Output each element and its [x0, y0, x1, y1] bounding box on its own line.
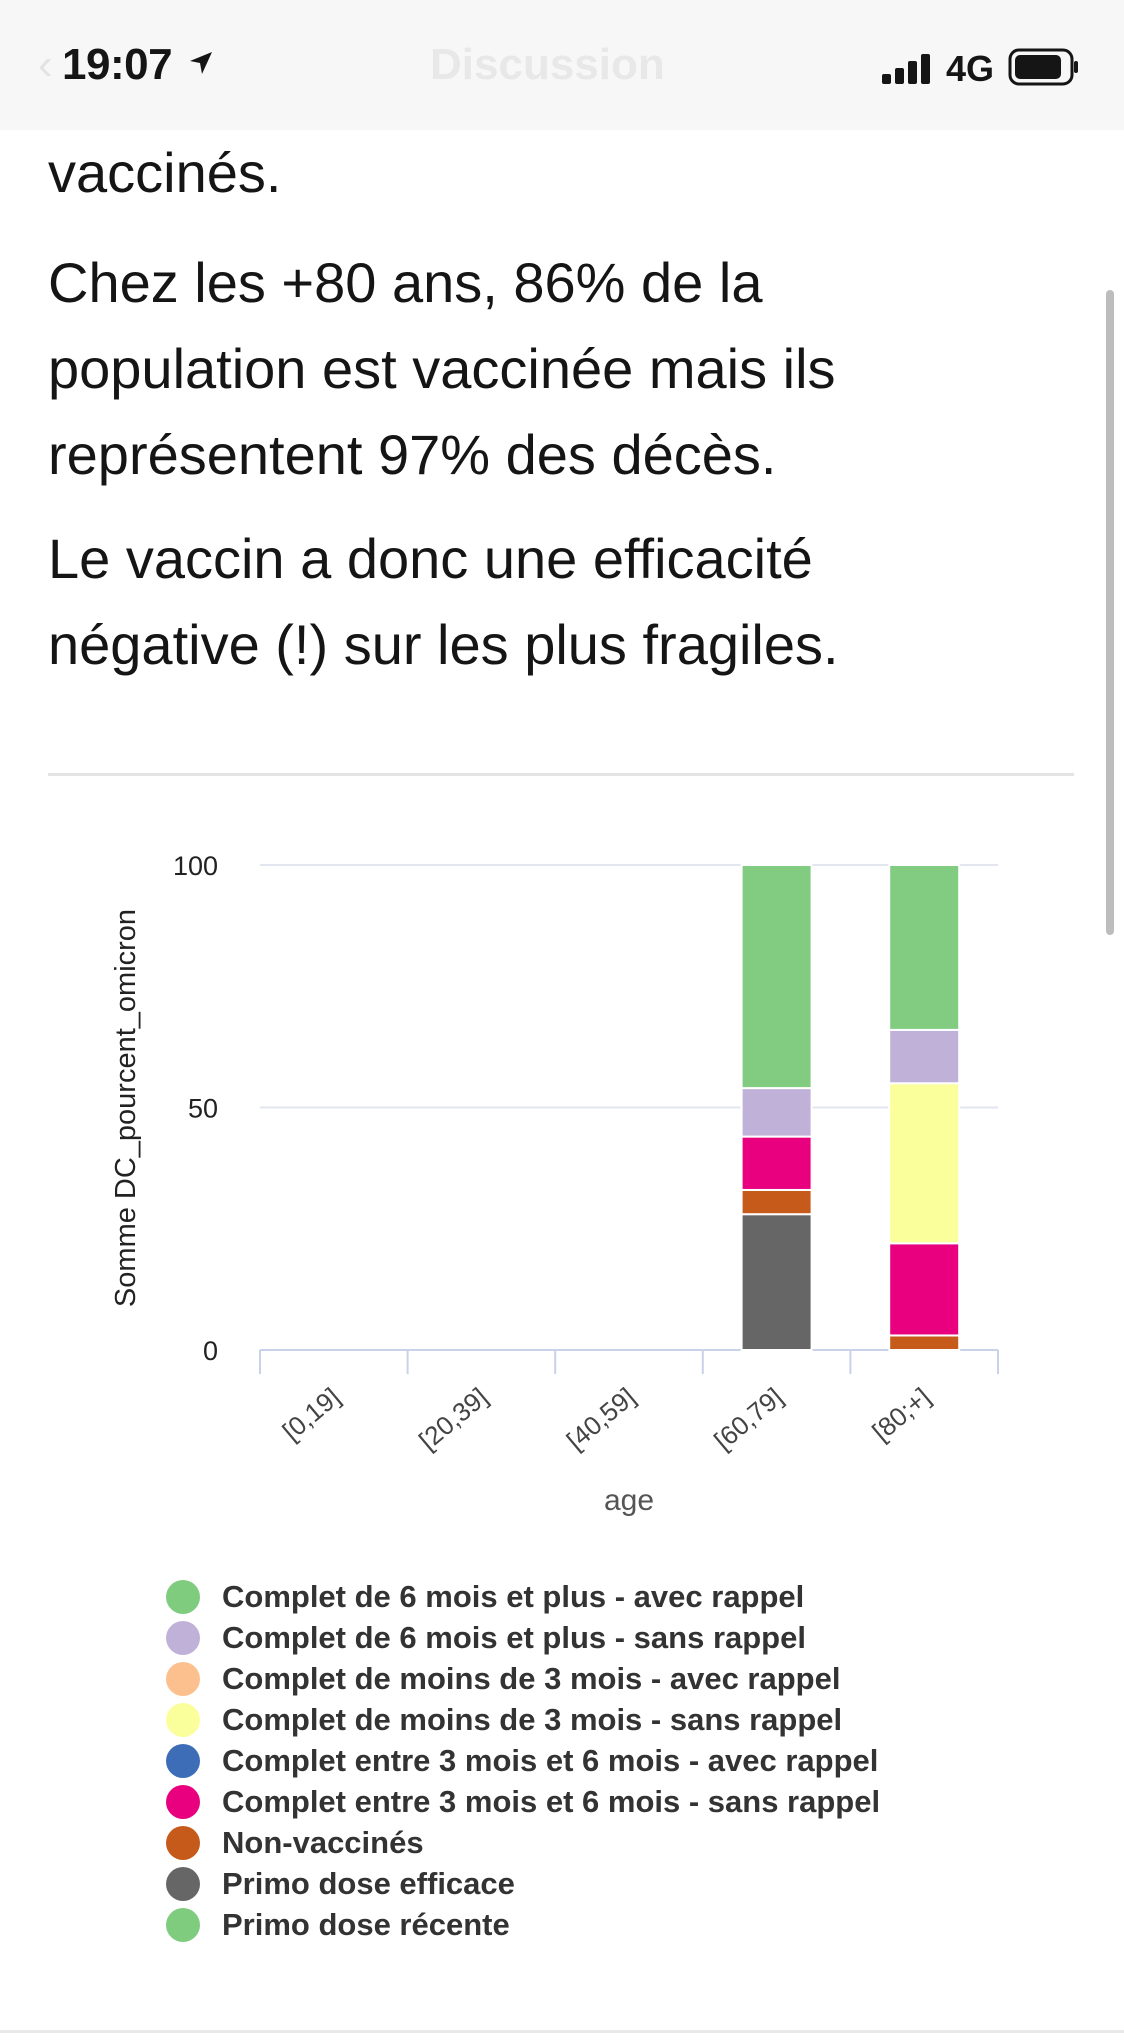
legend-label: Complet entre 3 mois et 6 mois - avec ra…	[222, 1742, 879, 1778]
legend-swatch	[166, 1620, 200, 1655]
bar-segment	[740, 1188, 813, 1216]
legend-swatch	[166, 1579, 200, 1614]
location-arrow-icon	[190, 52, 212, 74]
legend-item: Complet entre 3 mois et 6 mois - avec ra…	[166, 1740, 880, 1781]
legend-item: Primo dose récente	[166, 1904, 880, 1945]
x-tick-label: [60,79]	[708, 1382, 788, 1456]
x-axis-title: age	[604, 1484, 654, 1517]
legend-label: Non-vaccinés	[222, 1824, 424, 1860]
legend-item: Complet de 6 mois et plus - avec rappel	[166, 1576, 880, 1617]
y-axis-title: Somme DC_pourcent_omicron	[110, 909, 142, 1307]
legend-swatch	[166, 1907, 200, 1942]
status-bar: ‹ 19:07 Discussion 4G	[0, 0, 1124, 130]
legend-swatch	[166, 1702, 200, 1737]
tweet-text-fragment: vaccinés.	[48, 141, 282, 204]
signal-icon	[882, 54, 930, 84]
bar-segment	[740, 1087, 813, 1138]
chevron-left-icon[interactable]: ‹	[38, 40, 53, 89]
legend-swatch	[166, 1784, 200, 1819]
chart-legend: Complet de 6 mois et plus - avec rappel C…	[166, 1576, 880, 1945]
scrollbar[interactable]	[1106, 290, 1114, 935]
legend-item: Complet de moins de 3 mois - avec rappel	[166, 1658, 880, 1699]
y-tick-label: 0	[203, 1336, 218, 1366]
y-tick-label: 50	[188, 1094, 218, 1124]
legend-label: Primo dose récente	[222, 1906, 510, 1942]
tweet-paragraph: Chez les +80 ans, 86% de la population e…	[48, 251, 836, 486]
stacked-bar-chart: 0 50 100 [0,19] [20,39] [40,59] [60,79] [80;+] a…	[110, 851, 999, 1517]
legend-swatch	[166, 1866, 200, 1901]
x-tick-label: [0,19]	[277, 1382, 346, 1447]
bar-segment	[888, 1242, 961, 1337]
x-tick-label: [40,59]	[561, 1382, 641, 1456]
legend-swatch	[166, 1743, 200, 1778]
bar-segment	[888, 864, 961, 1031]
tweet-paragraph: Le vaccin a donc une efficacité négative…	[48, 527, 839, 676]
network-type: 4G	[946, 48, 995, 89]
status-time: 19:07	[62, 40, 173, 89]
legend-label: Complet de 6 mois et plus - sans rappel	[222, 1619, 806, 1655]
legend-item: Complet de moins de 3 mois - sans rappel	[166, 1699, 880, 1740]
bottom-divider	[0, 2030, 1124, 2033]
x-tick-label: [80;+]	[866, 1382, 936, 1447]
bar-segment	[888, 1082, 961, 1245]
bar-segment	[740, 864, 813, 1090]
legend-swatch	[166, 1825, 200, 1860]
legend-label: Complet entre 3 mois et 6 mois - sans ra…	[222, 1783, 881, 1819]
legend-item: Complet de 6 mois et plus - sans rappel	[166, 1617, 880, 1658]
legend-item: Primo dose efficace	[166, 1863, 880, 1904]
legend-item: Complet entre 3 mois et 6 mois - sans ra…	[166, 1781, 880, 1822]
legend-label: Complet de 6 mois et plus - avec rappel	[222, 1578, 805, 1614]
nav-title: Discussion	[430, 40, 665, 89]
x-tick-label: [20,39]	[413, 1382, 493, 1456]
legend-label: Primo dose efficace	[222, 1865, 515, 1901]
y-tick-label: 100	[173, 851, 218, 881]
bar-segment	[888, 1334, 961, 1352]
bar-segment	[888, 1028, 961, 1085]
bar-segment	[740, 1135, 813, 1191]
legend-swatch	[166, 1661, 200, 1696]
divider	[48, 773, 1074, 776]
battery-icon	[1008, 48, 1078, 86]
legend-item: Non-vaccinés	[166, 1822, 880, 1863]
bar-segment	[740, 1213, 813, 1352]
legend-label: Complet de moins de 3 mois - avec rappel	[222, 1660, 841, 1696]
legend-label: Complet de moins de 3 mois - sans rappel	[222, 1701, 843, 1737]
